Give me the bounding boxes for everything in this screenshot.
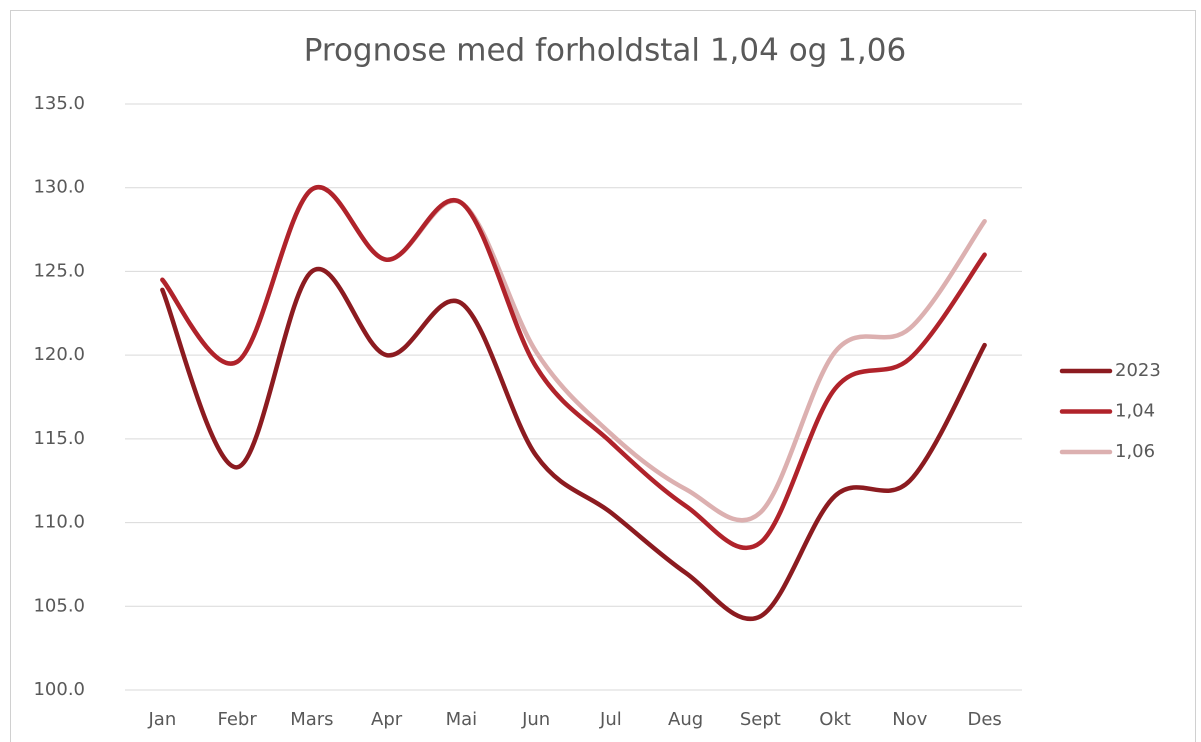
y-tick-label: 125.0	[33, 260, 85, 281]
x-tick-label: Jan	[148, 709, 177, 730]
legend-label: 2023	[1115, 360, 1161, 381]
y-tick-label: 135.0	[33, 93, 85, 114]
x-tick-label: Mars	[290, 709, 333, 730]
y-tick-label: 115.0	[33, 428, 85, 449]
legend-label: 1,04	[1115, 401, 1155, 422]
chart-border	[10, 10, 1196, 742]
x-tick-label: Mai	[446, 709, 478, 730]
line-series	[160, 184, 987, 551]
y-tick-label: 100.0	[33, 679, 85, 700]
line-series	[160, 266, 987, 621]
y-tick-label: 130.0	[33, 177, 85, 198]
x-tick-label: Apr	[371, 709, 403, 730]
x-tick-label: Okt	[819, 709, 851, 730]
y-tick-label: 110.0	[33, 512, 85, 533]
x-tick-label: Febr	[217, 709, 257, 730]
x-tick-label: Jun	[521, 709, 550, 730]
x-tick-label: Nov	[892, 709, 927, 730]
y-tick-label: 120.0	[33, 344, 85, 365]
legend-label: 1,06	[1115, 441, 1155, 462]
y-tick-label: 105.0	[33, 595, 85, 616]
chart-title: Prognose med forholdstal 1,04 og 1,06	[304, 33, 907, 69]
x-tick-label: Jul	[599, 709, 622, 730]
x-tick-label: Des	[967, 709, 1001, 730]
x-tick-label: Aug	[668, 709, 703, 730]
x-tick-label: Sept	[740, 709, 781, 730]
